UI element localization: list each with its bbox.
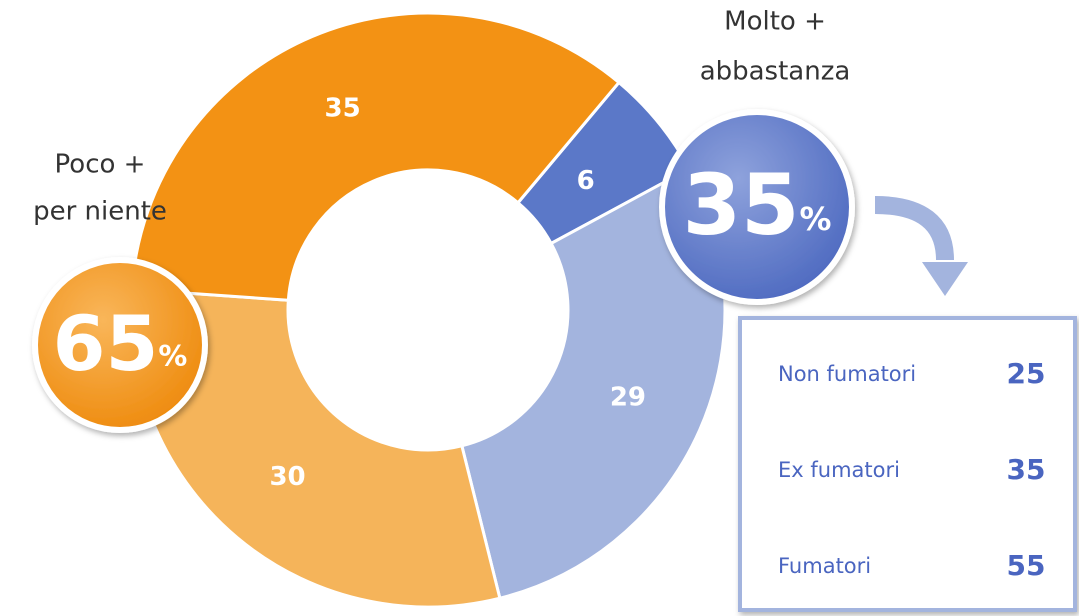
donut-segment xyxy=(460,166,727,600)
segment-label: 30 xyxy=(269,462,305,492)
row-label: Fumatori xyxy=(778,554,871,578)
row-value: 35 xyxy=(1007,453,1046,486)
group-value: 65% xyxy=(53,299,188,388)
group-label: Molto + xyxy=(724,7,826,37)
breakdown-box xyxy=(738,316,1077,612)
group-bubble xyxy=(32,257,208,433)
segment-label: 6 xyxy=(577,166,595,196)
group-value: 35% xyxy=(683,156,832,254)
row-label: Non fumatori xyxy=(778,362,916,386)
segment-label: 29 xyxy=(610,383,646,413)
group-bubbles: Poco + per niente 65% Molto + abbastanza 35% xyxy=(32,7,855,433)
arrow xyxy=(874,196,954,261)
group-label: Poco + xyxy=(55,150,146,180)
row-value: 25 xyxy=(1007,357,1046,390)
donut-segment xyxy=(130,11,622,302)
group-unit: % xyxy=(158,339,187,373)
group-label: per niente xyxy=(33,197,167,227)
group-bubble xyxy=(659,109,855,305)
group-label: abbastanza xyxy=(700,57,851,87)
group-number: 35 xyxy=(683,156,800,254)
row-label: Ex fumatori xyxy=(778,458,900,482)
breakdown-table: Non fumatori 25 Ex fumatori 35 Fumatori 55 xyxy=(778,357,1045,582)
row-value: 55 xyxy=(1007,549,1046,582)
group-number: 65 xyxy=(53,299,159,388)
donut: 6 29 30 35 xyxy=(129,11,727,609)
group-unit: % xyxy=(799,200,831,238)
segment-label: 35 xyxy=(325,93,361,123)
arrow-head xyxy=(922,262,968,296)
